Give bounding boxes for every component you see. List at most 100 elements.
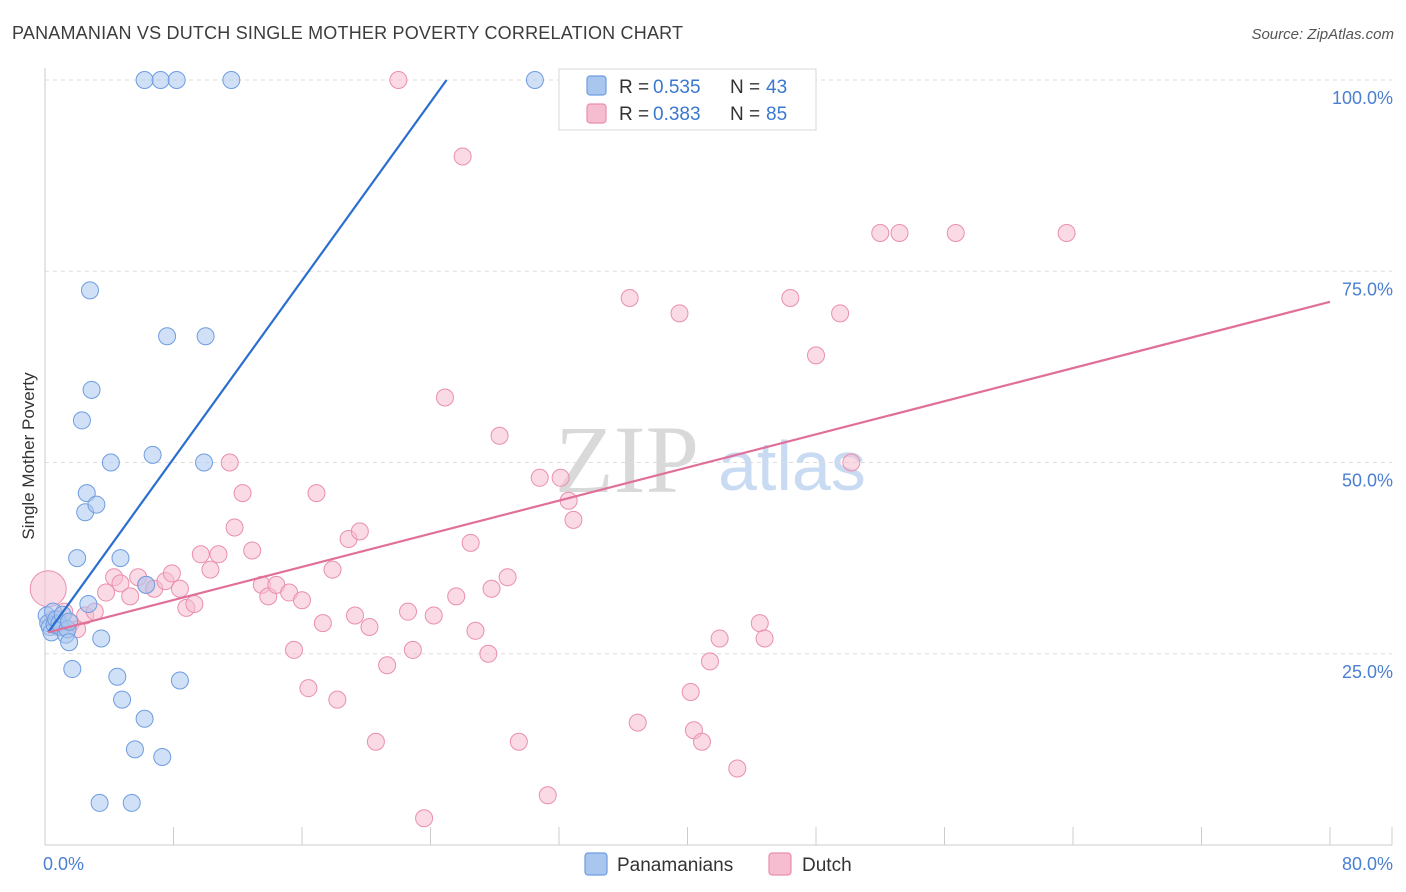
- axes: [44, 68, 1392, 846]
- point-panamanians: [151, 71, 170, 89]
- point-panamanians: [195, 453, 214, 472]
- point-panamanians: [153, 748, 172, 767]
- point-dutch: [482, 579, 501, 598]
- point-panamanians: [92, 629, 111, 648]
- point-dutch: [435, 388, 454, 407]
- point-panamanians: [525, 71, 544, 89]
- point-dutch: [490, 426, 509, 445]
- point-dutch: [389, 71, 408, 89]
- point-panamanians: [82, 380, 101, 399]
- point-dutch: [728, 759, 747, 778]
- legend-r-value-dutch: 0.383: [653, 104, 701, 125]
- point-dutch: [479, 644, 498, 663]
- point-dutch: [466, 621, 485, 640]
- y-tick-label: 100.0%: [1332, 88, 1393, 108]
- point-dutch: [328, 690, 347, 709]
- point-panamanians: [196, 327, 215, 346]
- point-dutch: [201, 560, 220, 579]
- bottom-legend-label-panamanians: Panamanians: [617, 855, 733, 876]
- point-dutch: [453, 147, 472, 166]
- point-dutch: [890, 224, 909, 242]
- watermark: ZIP atlas: [555, 406, 866, 513]
- chart-title: PANAMANIAN VS DUTCH SINGLE MOTHER POVERT…: [12, 23, 683, 43]
- point-dutch: [225, 518, 244, 537]
- y-tick-label: 25.0%: [1342, 662, 1393, 682]
- point-dutch: [700, 652, 719, 671]
- point-dutch: [871, 224, 890, 242]
- series-dutch: [29, 71, 1076, 828]
- point-panamanians: [135, 709, 154, 728]
- point-dutch: [781, 289, 800, 308]
- point-dutch: [946, 224, 965, 242]
- point-panamanians: [222, 71, 241, 89]
- legend-r-label-dutch: R =: [619, 104, 649, 125]
- legend-n-label-dutch: N =: [730, 104, 760, 125]
- point-panamanians: [143, 445, 162, 464]
- point-dutch: [831, 304, 850, 323]
- point-dutch: [378, 656, 397, 675]
- point-dutch: [346, 606, 365, 625]
- point-dutch: [209, 545, 228, 564]
- point-dutch: [509, 732, 528, 751]
- x-tick-label: 0.0%: [43, 854, 84, 874]
- point-panamanians: [101, 453, 120, 472]
- legend-n-label-panamanians: N =: [730, 77, 760, 98]
- bottom-legend-swatch-dutch: [768, 852, 792, 876]
- point-dutch: [551, 468, 570, 487]
- point-panamanians: [60, 633, 79, 652]
- trendlines: [47, 79, 1331, 634]
- x-ticks: [44, 827, 1393, 845]
- point-panamanians: [90, 793, 109, 812]
- y-tick-label: 50.0%: [1342, 471, 1393, 491]
- legend-swatch-dutch: [586, 103, 607, 124]
- legend-swatch-panamanians: [586, 75, 607, 96]
- point-panamanians: [79, 595, 98, 614]
- bottom-legend-swatch-panamanians: [584, 852, 608, 876]
- legend-top: R = 0.535 N = 43 R = 0.383 N = 85: [558, 68, 817, 131]
- point-dutch: [299, 679, 318, 698]
- point-dutch: [29, 570, 67, 608]
- point-dutch: [750, 614, 769, 633]
- point-dutch: [366, 732, 385, 751]
- point-panamanians: [68, 549, 87, 568]
- point-dutch: [415, 809, 434, 828]
- point-panamanians: [108, 667, 127, 686]
- point-dutch: [710, 629, 729, 648]
- point-panamanians: [135, 71, 154, 89]
- y-tick-labels: 25.0% 50.0% 75.0% 100.0%: [1332, 88, 1393, 682]
- point-dutch: [564, 510, 583, 529]
- point-panamanians: [170, 671, 189, 690]
- legend-n-value-panamanians: 43: [766, 77, 787, 98]
- point-dutch: [121, 587, 140, 606]
- point-dutch: [185, 595, 204, 614]
- point-dutch: [293, 591, 311, 610]
- legend-n-value-dutch: 85: [766, 104, 787, 125]
- point-panamanians: [137, 575, 156, 594]
- point-dutch: [323, 560, 342, 579]
- y-axis-title: Single Mother Poverty: [19, 372, 38, 540]
- point-dutch: [755, 629, 774, 648]
- point-dutch: [162, 564, 181, 583]
- bottom-legend-label-dutch: Dutch: [802, 855, 852, 876]
- point-dutch: [243, 541, 262, 560]
- point-dutch: [807, 346, 825, 365]
- chart-source: Source: ZipAtlas.com: [1251, 26, 1394, 43]
- point-dutch: [97, 583, 116, 602]
- point-dutch: [360, 617, 379, 636]
- point-dutch: [447, 587, 466, 606]
- point-panamanians: [80, 281, 99, 300]
- legend-r-label-panamanians: R =: [619, 77, 649, 98]
- point-dutch: [842, 453, 861, 472]
- point-dutch: [530, 468, 549, 487]
- point-dutch: [307, 484, 326, 503]
- point-dutch: [313, 614, 332, 633]
- point-dutch: [403, 640, 422, 659]
- legend-bottom: Panamanians Dutch: [584, 852, 852, 876]
- point-panamanians: [87, 495, 106, 514]
- point-dutch: [628, 713, 647, 732]
- point-dutch: [170, 579, 189, 598]
- grid: [45, 79, 1392, 655]
- point-dutch: [191, 545, 210, 564]
- point-panamanians: [77, 484, 96, 503]
- point-dutch: [620, 289, 639, 308]
